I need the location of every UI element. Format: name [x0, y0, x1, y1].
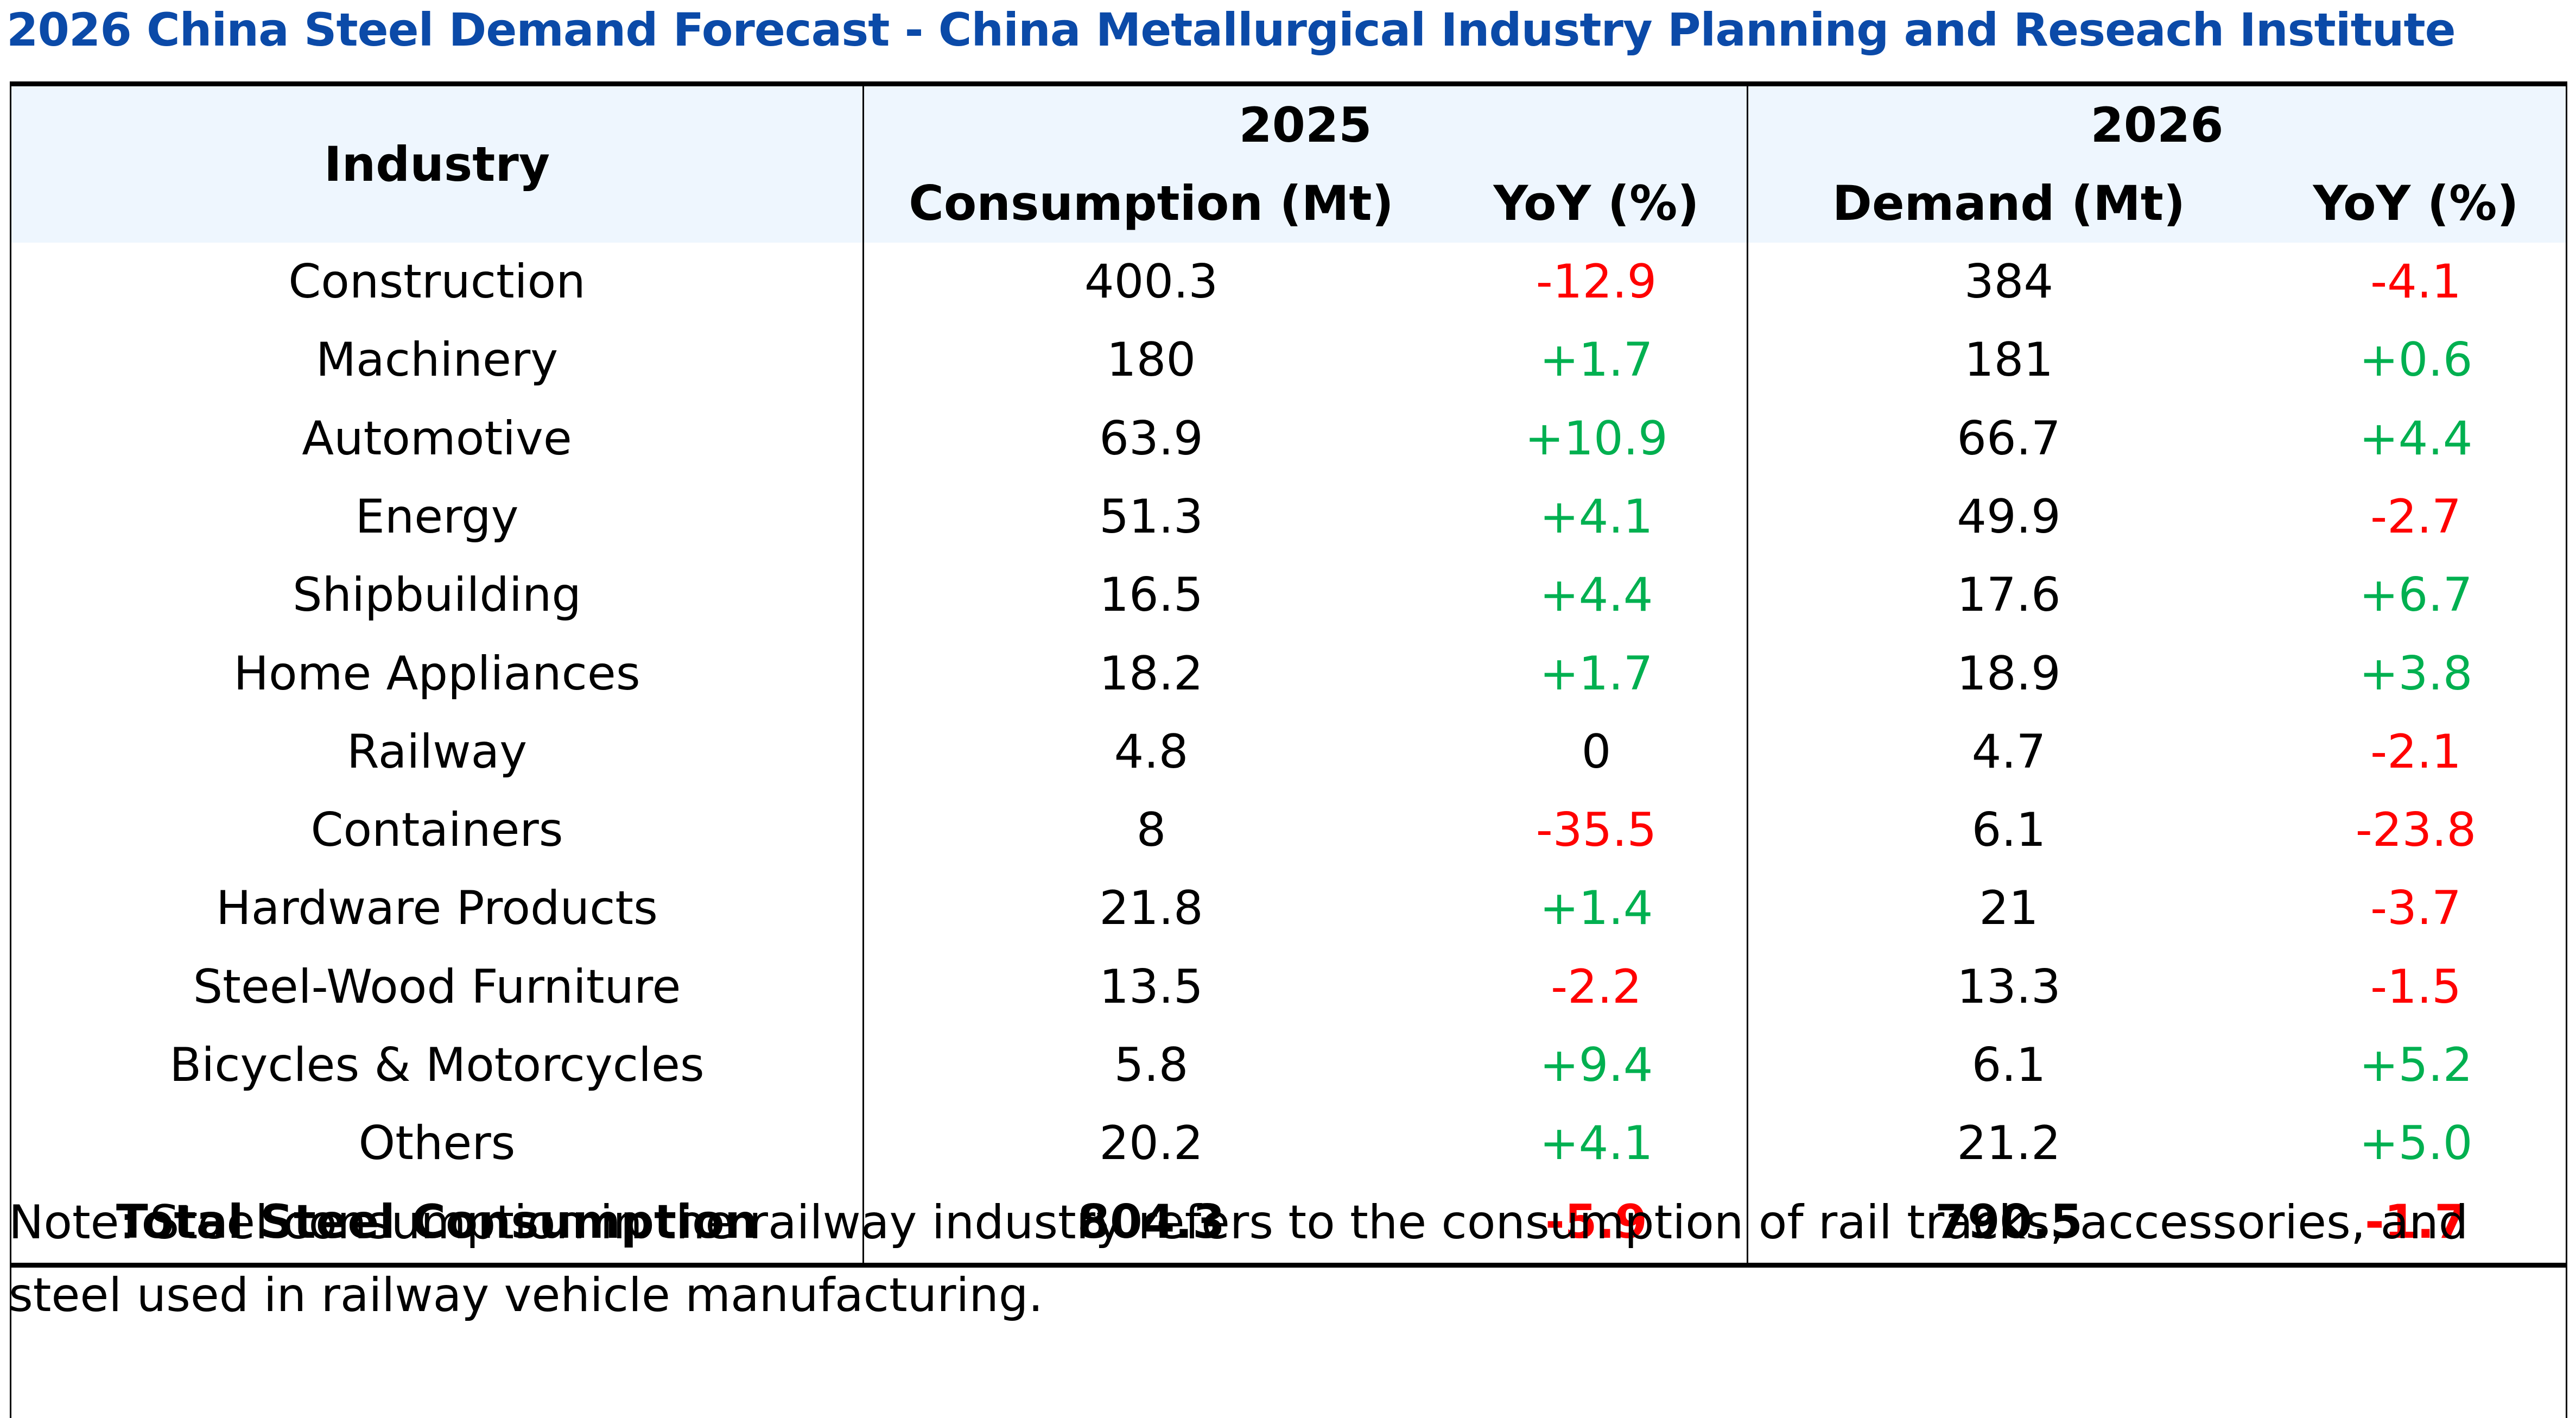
yoy-2026-cell: +6.7 — [2359, 568, 2473, 623]
header-year-2025: 2025 — [1239, 97, 1372, 153]
industry-cell: Steel-Wood Furniture — [193, 959, 681, 1014]
header-yoy-2025: YoY (%) — [1493, 175, 1699, 231]
consumption-2025-cell: 13.5 — [1099, 959, 1203, 1014]
industry-cell: Home Appliances — [233, 646, 640, 701]
demand-2026-cell: 13.3 — [1957, 959, 2061, 1014]
column-divider — [1747, 86, 1748, 1263]
yoy-2026-cell: -1.5 — [2370, 959, 2461, 1014]
header-industry: Industry — [323, 136, 550, 192]
page-title: 2026 China Steel Demand Forecast - China… — [7, 3, 2456, 56]
consumption-2025-cell: 400.3 — [1084, 255, 1219, 309]
consumption-2025-cell: 8 — [1136, 803, 1166, 858]
steel-demand-table: Industry 2025 2026 Consumption (Mt) YoY … — [10, 81, 2567, 1418]
industry-cell: Machinery — [315, 333, 559, 388]
demand-2026-cell: 4.7 — [1971, 724, 2046, 779]
industry-cell: Automotive — [302, 411, 572, 466]
table-header — [11, 86, 2566, 243]
yoy-2026-cell: -2.1 — [2370, 724, 2461, 779]
consumption-2025-cell: 63.9 — [1099, 411, 1203, 466]
industry-cell: Total Steel Consumption — [116, 1194, 758, 1249]
industry-cell: Containers — [310, 803, 563, 858]
yoy-2025-cell: +4.1 — [1539, 489, 1653, 544]
yoy-2025-cell: -12.9 — [1536, 255, 1657, 309]
yoy-2026-cell: -23.8 — [2355, 803, 2477, 858]
demand-2026-cell: 21.2 — [1957, 1116, 2061, 1171]
industry-cell: Bicycles & Motorcycles — [169, 1038, 705, 1092]
yoy-2026-cell: -1.7 — [2364, 1194, 2467, 1249]
yoy-2025-cell: +4.4 — [1539, 568, 1653, 623]
header-yoy-2026: YoY (%) — [2313, 175, 2519, 231]
consumption-2025-cell: 51.3 — [1099, 489, 1203, 544]
header-year-2026: 2026 — [2090, 97, 2224, 153]
demand-2026-cell: 6.1 — [1971, 803, 2046, 858]
demand-2026-cell: 18.9 — [1957, 646, 2061, 701]
consumption-2025-cell: 21.8 — [1099, 881, 1203, 936]
demand-2026-cell: 21 — [1979, 881, 2039, 936]
industry-cell: Shipbuilding — [292, 568, 582, 623]
yoy-2025-cell: +1.7 — [1539, 333, 1653, 388]
industry-cell: Others — [358, 1116, 516, 1171]
demand-2026-cell: 6.1 — [1971, 1038, 2046, 1092]
yoy-2025-cell: -35.5 — [1536, 803, 1657, 858]
industry-cell: Energy — [355, 489, 519, 544]
demand-2026-cell: 49.9 — [1957, 489, 2061, 544]
consumption-2025-cell: 180 — [1106, 333, 1196, 388]
consumption-2025-cell: 18.2 — [1099, 646, 1203, 701]
yoy-2025-cell: +10.9 — [1525, 411, 1668, 466]
header-demand: Demand (Mt) — [1832, 175, 2186, 231]
yoy-2025-cell: +9.4 — [1539, 1038, 1653, 1092]
demand-2026-cell: 66.7 — [1957, 411, 2061, 466]
demand-2026-cell: 790.5 — [1934, 1194, 2083, 1249]
yoy-2026-cell: +0.6 — [2359, 333, 2473, 388]
yoy-2025-cell: -2.2 — [1551, 959, 1642, 1014]
consumption-2025-cell: 20.2 — [1099, 1116, 1203, 1171]
consumption-2025-cell: 5.8 — [1114, 1038, 1189, 1092]
yoy-2026-cell: -3.7 — [2370, 881, 2461, 936]
column-divider — [862, 86, 864, 1263]
industry-cell: Construction — [288, 255, 586, 309]
industry-cell: Railway — [346, 724, 528, 779]
consumption-2025-cell: 16.5 — [1099, 568, 1203, 623]
yoy-2025-cell: +1.4 — [1539, 881, 1653, 936]
yoy-2025-cell: -5.9 — [1545, 1194, 1648, 1249]
yoy-2026-cell: +4.4 — [2359, 411, 2473, 466]
yoy-2025-cell: +4.1 — [1539, 1116, 1653, 1171]
note-divider — [11, 1263, 2566, 1268]
demand-2026-cell: 17.6 — [1957, 568, 2061, 623]
yoy-2025-cell: +1.7 — [1539, 646, 1653, 701]
yoy-2025-cell: 0 — [1581, 724, 1611, 779]
demand-2026-cell: 384 — [1964, 255, 2054, 309]
industry-cell: Hardware Products — [216, 881, 658, 936]
yoy-2026-cell: +5.0 — [2359, 1116, 2473, 1171]
footnote: Note: Steel consumption in the railway i… — [9, 1195, 2469, 1322]
demand-2026-cell: 181 — [1964, 333, 2054, 388]
consumption-2025-cell: 4.8 — [1114, 724, 1189, 779]
yoy-2026-cell: +3.8 — [2359, 646, 2473, 701]
header-consumption: Consumption (Mt) — [909, 175, 1394, 231]
yoy-2026-cell: -4.1 — [2370, 255, 2461, 309]
yoy-2026-cell: +5.2 — [2359, 1038, 2473, 1092]
yoy-2026-cell: -2.7 — [2370, 489, 2461, 544]
consumption-2025-cell: 804.3 — [1077, 1194, 1226, 1249]
